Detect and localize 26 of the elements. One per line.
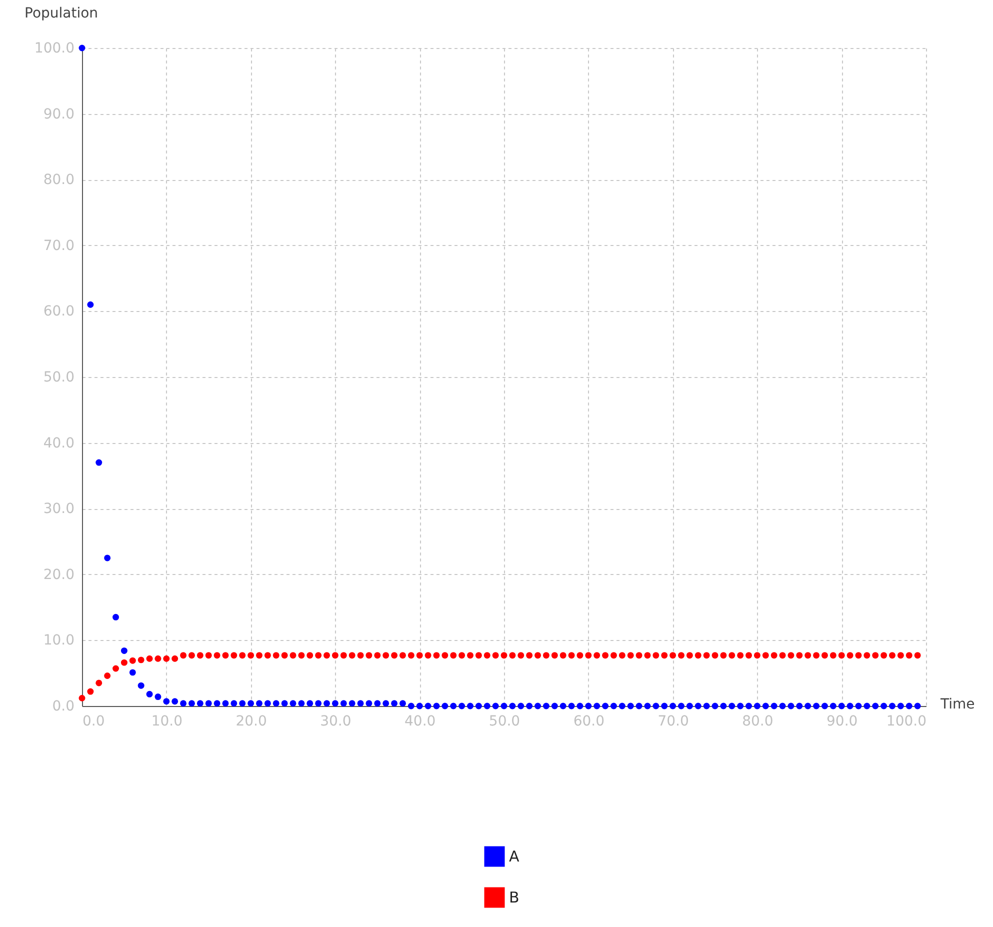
y-tick-label: 20.0 bbox=[43, 566, 74, 583]
x-tick-label: 70.0 bbox=[658, 714, 689, 730]
legend-label: B bbox=[509, 888, 520, 906]
x-tick-label: 80.0 bbox=[742, 714, 774, 730]
y-tick-label: 50.0 bbox=[43, 370, 74, 386]
y-tick-label: 40.0 bbox=[43, 435, 74, 452]
x-tick-label: 90.0 bbox=[826, 714, 858, 730]
y-tick-label: 100.0 bbox=[34, 40, 74, 56]
x-tick-label: 10.0 bbox=[151, 714, 182, 730]
x-axis-title: Time bbox=[940, 696, 975, 712]
y-tick-label: 60.0 bbox=[43, 304, 74, 320]
y-tick-label: 0.0 bbox=[52, 698, 74, 714]
x-tick-label: 60.0 bbox=[573, 714, 604, 730]
x-tick-label: 100.0 bbox=[886, 714, 926, 730]
x-tick-label: 40.0 bbox=[404, 714, 436, 730]
y-tick-label: 70.0 bbox=[43, 238, 74, 254]
x-tick-label: 30.0 bbox=[320, 714, 352, 730]
legend-label: A bbox=[509, 848, 520, 866]
y-axis-title: Population bbox=[24, 6, 98, 22]
x-tick-label: 0.0 bbox=[82, 714, 105, 730]
x-tick-label: 20.0 bbox=[236, 714, 267, 730]
y-tick-label: 80.0 bbox=[43, 172, 74, 188]
y-tick-label: 90.0 bbox=[43, 106, 74, 122]
y-tick-label: 10.0 bbox=[43, 632, 74, 649]
x-tick-label: 50.0 bbox=[488, 714, 520, 730]
y-tick-label: 30.0 bbox=[43, 501, 74, 518]
